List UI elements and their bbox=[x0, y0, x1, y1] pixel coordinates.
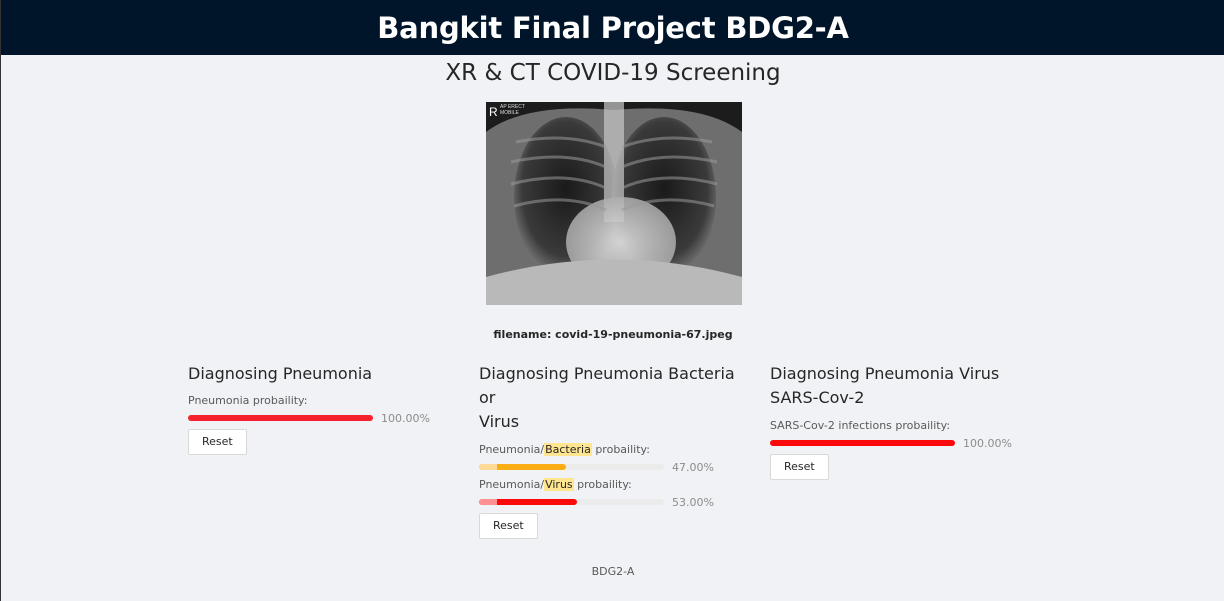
app-title: Bangkit Final Project BDG2-A bbox=[377, 10, 849, 45]
xray-marker-r: R bbox=[489, 105, 498, 119]
bacteria-progress-track bbox=[479, 464, 664, 470]
pneumonia-prob-label: Pneumonia probaility: bbox=[188, 394, 308, 407]
pneumonia-reset-button[interactable]: Reset bbox=[188, 429, 247, 455]
pneumonia-progress-fill bbox=[188, 415, 373, 421]
sars-reset-button[interactable]: Reset bbox=[770, 454, 829, 480]
bacteria-label-prefix: Pneumonia/ bbox=[479, 443, 545, 456]
xray-drawing: R AP ERECT MOBILE bbox=[486, 102, 742, 305]
sars-progress-fill bbox=[770, 440, 955, 446]
virus-progress: 53.00% bbox=[479, 495, 754, 509]
virus-percent: 53.00% bbox=[672, 495, 714, 509]
bacteria-progress-fill bbox=[479, 464, 566, 470]
card-sars-title: Diagnosing Pneumonia Virus SARS-Cov-2 bbox=[770, 362, 1040, 410]
bacteria-virus-reset-button[interactable]: Reset bbox=[479, 513, 538, 539]
card-bacteria-virus-title-line1: Diagnosing Pneumonia Bacteria or bbox=[479, 364, 735, 407]
card-bacteria-virus-title: Diagnosing Pneumonia Bacteria or Virus bbox=[479, 362, 754, 434]
xray-marker-text: AP ERECT bbox=[500, 104, 525, 110]
card-pneumonia: Diagnosing Pneumonia Pneumonia probailit… bbox=[188, 362, 458, 455]
virus-label-highlight: Virus bbox=[544, 478, 574, 491]
filename-label: filename: covid-19-pneumonia-67.jpeg bbox=[493, 328, 733, 341]
sars-percent: 100.00% bbox=[963, 436, 1012, 450]
xray-marker-text2: MOBILE bbox=[500, 110, 520, 116]
virus-progress-fill bbox=[479, 499, 578, 505]
pneumonia-progress-track bbox=[188, 415, 373, 421]
bacteria-label-suffix: probaility: bbox=[591, 443, 650, 456]
card-sars-title-line2: SARS-Cov-2 bbox=[770, 388, 865, 407]
card-sars-title-line1: Diagnosing Pneumonia Virus bbox=[770, 364, 1000, 383]
virus-progress-track bbox=[479, 499, 664, 505]
bacteria-percent: 47.00% bbox=[672, 460, 714, 474]
bacteria-progress: 47.00% bbox=[479, 460, 754, 474]
sars-progress-track bbox=[770, 440, 955, 446]
bacteria-prob-label: Pneumonia/Bacteria probaility: bbox=[479, 442, 754, 458]
bacteria-label-highlight: Bacteria bbox=[544, 443, 592, 456]
virus-prob-label: Pneumonia/Virus probaility: bbox=[479, 477, 754, 493]
sars-progress: 100.00% bbox=[770, 436, 1040, 450]
card-sars: Diagnosing Pneumonia Virus SARS-Cov-2 SA… bbox=[770, 362, 1040, 480]
pneumonia-percent: 100.00% bbox=[381, 411, 430, 425]
virus-label-prefix: Pneumonia/ bbox=[479, 478, 545, 491]
pneumonia-progress: 100.00% bbox=[188, 411, 458, 425]
card-bacteria-virus: Diagnosing Pneumonia Bacteria or Virus P… bbox=[479, 362, 754, 539]
page-subtitle: XR & CT COVID-19 Screening bbox=[445, 60, 781, 86]
virus-label-suffix: probaility: bbox=[573, 478, 632, 491]
card-pneumonia-title: Diagnosing Pneumonia bbox=[188, 364, 373, 383]
xray-image: R AP ERECT MOBILE bbox=[486, 102, 742, 305]
app-header: Bangkit Final Project BDG2-A bbox=[1, 0, 1224, 55]
card-bacteria-virus-title-line2: Virus bbox=[479, 412, 520, 431]
footer-text: BDG2-A bbox=[591, 565, 635, 578]
sars-prob-label: SARS-Cov-2 infections probaility: bbox=[770, 419, 951, 432]
